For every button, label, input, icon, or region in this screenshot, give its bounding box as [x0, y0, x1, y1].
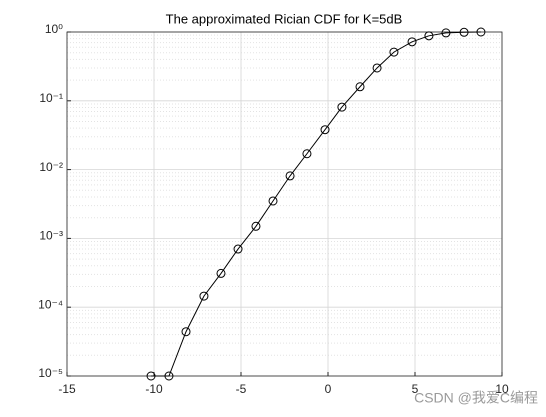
series-line: [151, 31, 481, 377]
x-tick-label: 10: [495, 382, 509, 396]
axes-box: [66, 31, 503, 377]
marker: [476, 27, 486, 37]
marker: [146, 371, 156, 381]
marker: [199, 291, 209, 301]
x-tick-label: -15: [58, 382, 76, 396]
marker: [459, 27, 469, 37]
marker: [320, 125, 330, 135]
marker: [285, 171, 295, 181]
marker: [233, 244, 243, 254]
y-tick-label: 10⁰: [45, 22, 63, 36]
marker: [268, 196, 278, 206]
y-tick-label: 10⁻⁵: [38, 366, 63, 380]
marker: [407, 37, 417, 47]
y-tick-label: 10⁻¹: [39, 91, 63, 105]
y-tick-label: 10⁻²: [39, 160, 63, 174]
marker: [424, 31, 434, 41]
x-tick-label: 5: [412, 382, 419, 396]
marker: [389, 47, 399, 57]
plot-area: [67, 32, 502, 376]
marker: [372, 63, 382, 73]
y-tick-label: 10⁻³: [39, 229, 63, 243]
x-tick-label: 0: [325, 382, 332, 396]
marker: [251, 221, 261, 231]
chart-title: The approximated Rician CDF for K=5dB: [166, 11, 403, 26]
x-tick-label: -10: [145, 382, 163, 396]
x-tick-label: -5: [236, 382, 247, 396]
marker: [337, 102, 347, 112]
marker: [355, 82, 365, 92]
marker: [164, 371, 174, 381]
marker: [302, 149, 312, 159]
marker: [181, 327, 191, 337]
watermark: CSDN @我爱C编程: [414, 390, 538, 406]
y-tick-label: 10⁻⁴: [38, 297, 63, 311]
marker: [216, 268, 226, 278]
marker: [441, 28, 451, 38]
